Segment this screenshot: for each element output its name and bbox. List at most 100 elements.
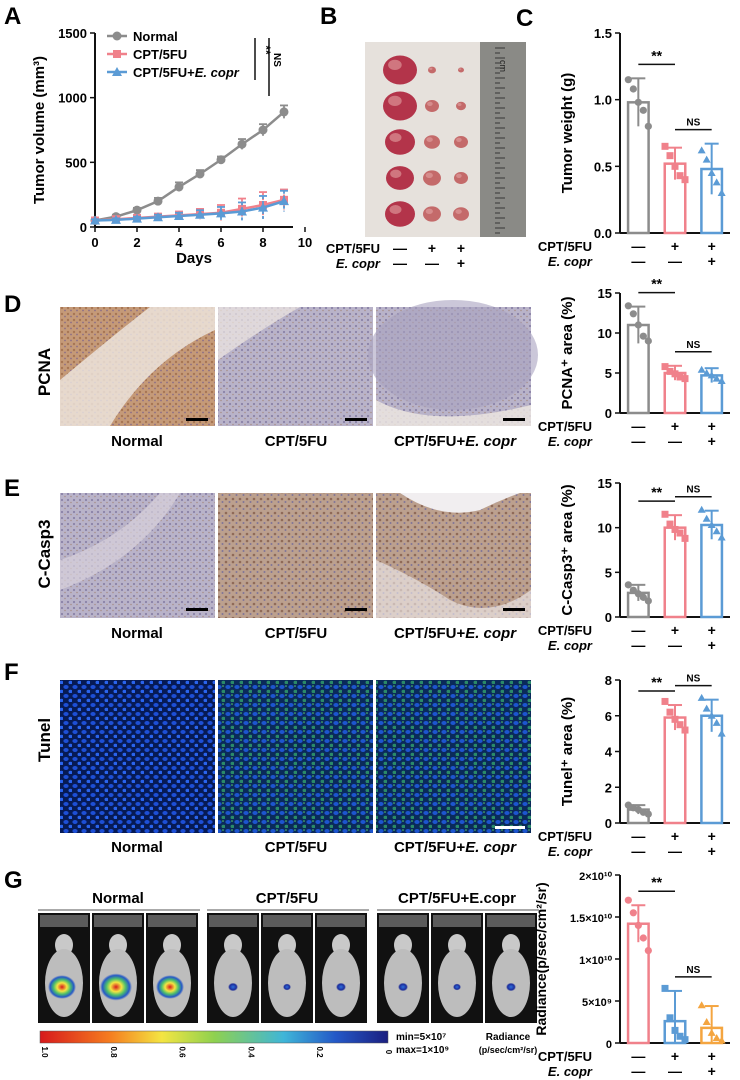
x-tick-label: 2 xyxy=(133,235,140,250)
data-point xyxy=(279,107,289,117)
scale-tick-label: 0.6 xyxy=(178,1046,187,1058)
x-tick-label: 4 xyxy=(175,235,183,250)
x-tick-label: 8 xyxy=(259,235,266,250)
data-point xyxy=(676,529,684,537)
data-point xyxy=(676,373,684,381)
data-point xyxy=(702,155,711,163)
y-axis-title: Tunel⁺ area (%) xyxy=(559,697,576,806)
data-point xyxy=(132,213,142,223)
micro-label-normal-f: Normal xyxy=(111,839,163,856)
data-point xyxy=(712,178,721,186)
ivis-group-label: CPT/5FU xyxy=(256,890,319,907)
y-tick-label: 1×10¹⁰ xyxy=(579,955,612,967)
y-tick-label: 1.5×10¹⁰ xyxy=(570,913,613,925)
data-point xyxy=(629,85,637,93)
data-point xyxy=(153,196,163,206)
data-point xyxy=(712,1033,721,1041)
row-sign: — xyxy=(631,843,645,859)
data-point xyxy=(681,1036,689,1044)
bioluminescence-signal xyxy=(453,983,461,991)
data-point xyxy=(661,142,669,150)
y-tick-label: 1000 xyxy=(58,91,87,106)
row-label-cpt: CPT/5FU xyxy=(538,239,592,254)
data-point xyxy=(639,106,647,114)
tumor-highlight xyxy=(425,172,433,178)
ruler: cm xyxy=(495,47,508,234)
data-point xyxy=(111,214,121,224)
data-point xyxy=(644,947,652,955)
ivis-frame-top xyxy=(263,915,311,927)
row-label-cpt: CPT/5FU xyxy=(538,419,592,434)
data-point xyxy=(216,155,226,165)
row-sign: + xyxy=(708,622,716,638)
data-point xyxy=(702,369,711,376)
micro-label-normal-e: Normal xyxy=(111,625,163,642)
panel-label-g: G xyxy=(4,867,23,894)
data-point xyxy=(671,162,679,170)
y-tick-label: 1.0 xyxy=(594,93,612,108)
tumor-highlight xyxy=(389,205,402,214)
stain-label-pcna: PCNA xyxy=(35,348,54,396)
data-point xyxy=(717,729,726,737)
row-sign: + xyxy=(457,240,465,256)
tumor xyxy=(424,135,440,149)
data-point xyxy=(702,514,711,522)
row-sign: + xyxy=(708,433,716,449)
data-point xyxy=(712,718,721,726)
tumor xyxy=(456,101,466,111)
tumor-highlight xyxy=(390,169,402,178)
panel-label-e: E xyxy=(4,475,20,502)
row-label-ecopr: E. copr xyxy=(336,256,381,271)
series-line xyxy=(94,110,285,222)
row-sign: + xyxy=(671,828,679,844)
micro-label-cpt-f: CPT/5FU xyxy=(265,839,328,856)
panel-label-d: D xyxy=(4,291,21,318)
row-label-ecopr: E. copr xyxy=(548,844,593,859)
tumor xyxy=(425,100,439,112)
sig-label: NS xyxy=(686,340,700,351)
x-tick-label: 0 xyxy=(91,235,98,250)
tumor-highlight xyxy=(388,59,402,70)
data-point xyxy=(661,363,669,371)
tumor xyxy=(454,136,468,148)
y-tick-label: 0 xyxy=(605,406,612,421)
row-sign: — xyxy=(393,240,407,256)
radiance-scale: 1.0 0.8 0.6 0.4 0.2 0 min=5×10⁷ max=1×10⁹ Rad… xyxy=(39,1030,537,1058)
mouse-body xyxy=(438,949,476,1017)
row-label-cpt: CPT/5FU xyxy=(326,241,380,256)
scale-tick-label: 0.2 xyxy=(315,1046,324,1058)
radiance-title: Radiance xyxy=(486,1032,531,1043)
bioluminescence-signal xyxy=(336,982,346,992)
data-point xyxy=(666,708,674,716)
data-point xyxy=(681,726,689,734)
y-tick-label: 5 xyxy=(605,366,612,381)
tumor-highlight xyxy=(455,209,462,215)
stain-label-ccasp3: C-Casp3 xyxy=(35,520,54,589)
ivis-frame-top xyxy=(317,915,365,927)
tumor xyxy=(428,66,436,74)
row-label-ecopr: E. copr xyxy=(548,638,593,653)
row-sign: — xyxy=(631,828,645,844)
scale-tick-label: 0.4 xyxy=(246,1046,255,1058)
tumor xyxy=(386,166,414,190)
row-sign: + xyxy=(671,238,679,254)
scale-tick-label: 1.0 xyxy=(40,1046,49,1058)
data-point xyxy=(697,1001,706,1009)
sig-label: NS xyxy=(686,674,700,685)
data-point xyxy=(237,206,247,216)
micro-label-normal-d: Normal xyxy=(111,433,163,450)
row-sign: + xyxy=(428,240,436,256)
ruler-unit: cm xyxy=(498,60,508,72)
row-sign: + xyxy=(708,637,716,653)
data-point xyxy=(697,505,706,513)
data-point xyxy=(661,984,669,992)
data-point xyxy=(639,332,647,340)
ivis-frame-top xyxy=(148,915,196,927)
legend-label-italic: E. copr xyxy=(195,65,240,80)
series-line xyxy=(94,199,285,222)
row-label-ecopr: E. copr xyxy=(548,434,593,449)
row-sign: — xyxy=(631,433,645,449)
row-sign: — xyxy=(631,238,645,254)
row-sign: — xyxy=(631,1063,645,1079)
